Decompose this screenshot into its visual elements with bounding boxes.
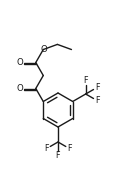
Text: F: F	[56, 151, 60, 160]
Text: O: O	[17, 58, 24, 67]
Text: F: F	[95, 96, 100, 105]
Text: O: O	[17, 84, 24, 93]
Text: O: O	[40, 45, 47, 54]
Text: F: F	[67, 144, 72, 153]
Text: F: F	[95, 83, 100, 92]
Text: F: F	[83, 76, 88, 85]
Text: F: F	[44, 144, 49, 153]
